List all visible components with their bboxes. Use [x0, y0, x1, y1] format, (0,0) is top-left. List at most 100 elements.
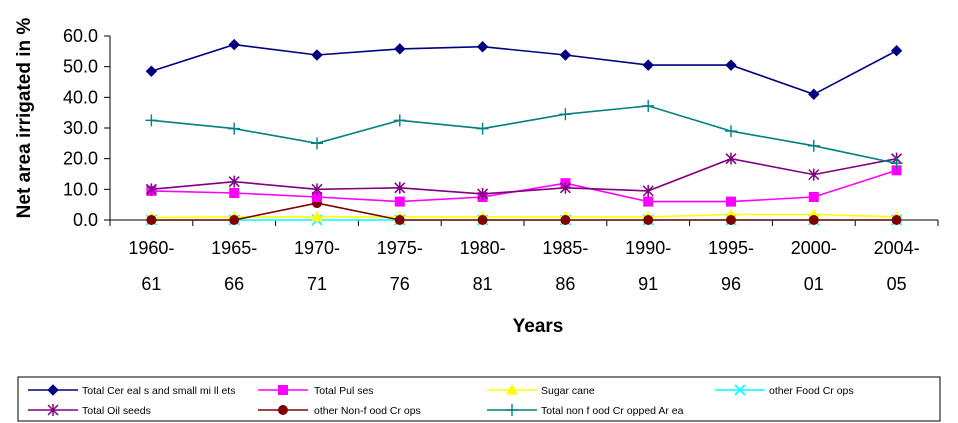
point-oil-seeds	[725, 152, 737, 165]
x-tick-label: 71	[307, 274, 327, 294]
point-sugarcane	[311, 210, 323, 222]
x-tick-label: 1990-	[625, 238, 671, 258]
point-cereals	[145, 65, 158, 77]
point-oil-seeds	[477, 187, 489, 200]
x-tick-label: 1960-	[128, 238, 174, 258]
legend-label-cereals: Total Cer eal s and small mi ll ets	[82, 385, 235, 397]
point-oil-seeds	[311, 183, 323, 196]
point-other-non-food-crops	[229, 215, 240, 225]
point-pulses	[726, 196, 736, 207]
point-non-food-cropped-area	[725, 125, 737, 138]
series-other-non-food-crops	[146, 198, 902, 225]
x-tick-label: 01	[804, 274, 824, 294]
line-other-non-food-crops	[151, 202, 897, 221]
point-non-food-cropped-area	[393, 114, 406, 127]
point-non-food-cropped-area	[311, 137, 323, 150]
point-cereals	[890, 45, 903, 57]
y-tick-label: 10.0	[63, 179, 98, 199]
legend-marker-oil-seeds	[47, 404, 59, 416]
x-tick-label: 81	[473, 274, 493, 294]
legend-label-other-food-crops: other Food Cr ops	[769, 385, 854, 397]
x-tick-label: 2004-	[874, 238, 920, 258]
legend-box	[17, 376, 941, 422]
x-tick-label: 66	[224, 274, 244, 294]
point-pulses	[394, 196, 405, 207]
point-other-non-food-crops	[146, 215, 157, 225]
point-cereals	[725, 59, 737, 71]
legend-marker-non-food-cropped-area	[506, 404, 518, 416]
x-tick-label: 96	[721, 274, 741, 294]
y-tick-label: 40.0	[63, 87, 98, 107]
line-oil-seeds	[151, 157, 897, 195]
y-tick-label: 0.0	[73, 210, 98, 230]
point-oil-seeds	[228, 175, 240, 188]
legend-label-oil-seeds: Total Oil seeds	[82, 405, 151, 417]
point-non-food-cropped-area	[807, 139, 820, 152]
series-oil-seeds	[145, 152, 903, 200]
y-tick-label: 60.0	[63, 26, 98, 46]
point-oil-seeds	[394, 181, 406, 194]
point-oil-seeds	[559, 181, 571, 194]
line-sugarcane	[151, 213, 897, 219]
point-cereals	[476, 41, 489, 53]
point-cereals	[559, 49, 572, 61]
x-tick-label: 91	[638, 274, 658, 294]
x-tick-label: 1965-	[211, 238, 257, 258]
point-other-non-food-crops	[891, 215, 902, 225]
legend-marker-other-food-crops	[734, 384, 746, 396]
point-non-food-cropped-area	[476, 122, 489, 135]
x-tick-label: 1975-	[377, 238, 423, 258]
point-cereals	[642, 59, 654, 71]
point-oil-seeds	[642, 184, 654, 197]
x-tick-label: 1985-	[542, 238, 588, 258]
point-other-non-food-crops	[643, 215, 654, 225]
series-group	[145, 38, 903, 226]
legend-marker-pulses	[278, 385, 288, 395]
point-other-non-food-crops	[394, 215, 405, 225]
point-non-food-cropped-area	[228, 122, 241, 135]
x-tick-label: 76	[390, 274, 410, 294]
point-non-food-cropped-area	[145, 114, 158, 127]
x-tick-label: 05	[887, 274, 907, 294]
point-other-non-food-crops	[726, 215, 736, 225]
y-tick-label: 50.0	[63, 57, 98, 77]
series-pulses	[146, 165, 902, 207]
point-pulses	[808, 192, 819, 202]
legend-items: Total Cer eal s and small mi ll ets Tota…	[28, 383, 854, 417]
y-axis-title: Net area irrigated in %	[14, 18, 35, 219]
point-oil-seeds	[808, 168, 820, 181]
legend-label-non-food-cropped-area: Total non f ood Cr opped Ar ea	[541, 405, 684, 417]
point-oil-seeds	[145, 183, 157, 196]
line-non-food-cropped-area	[151, 105, 897, 165]
legend-label-other-non-food-crops: other Non-f ood Cr ops	[314, 405, 421, 417]
series-cereals	[145, 38, 903, 100]
point-cereals	[311, 49, 323, 61]
line-cereals	[151, 43, 897, 96]
x-tick-label: 86	[555, 274, 575, 294]
x-tick-label: 61	[141, 274, 161, 294]
y-axis-ticks: 0.0 10.0 20.0 30.0 40.0 50.0 60.0	[63, 26, 110, 230]
legend-marker-sugarcane	[506, 383, 518, 395]
x-tick-label: 1980-	[460, 238, 506, 258]
x-tick-label: 2000-	[791, 238, 837, 258]
legend-label-sugarcane: Sugar cane	[541, 385, 595, 397]
y-tick-label: 20.0	[63, 149, 98, 169]
line-pulses	[151, 169, 897, 203]
legend-marker-other-non-food-crops	[278, 405, 288, 415]
x-axis-title: Years	[513, 316, 564, 337]
y-tick-label: 30.0	[63, 118, 98, 138]
x-tick-label: 1995-	[708, 238, 754, 258]
x-tick-label: 1970-	[294, 238, 340, 258]
point-other-non-food-crops	[808, 215, 819, 225]
point-pulses	[643, 196, 654, 207]
point-cereals	[808, 88, 820, 100]
legend: Total Cer eal s and small mi ll ets Tota…	[17, 376, 941, 422]
series-non-food-cropped-area	[145, 99, 903, 170]
point-cereals	[394, 43, 406, 55]
point-non-food-cropped-area	[890, 157, 903, 170]
legend-label-pulses: Total Pul ses	[314, 385, 374, 397]
x-axis-ticks: 1960- 61 1965- 66 1970- 71 1975- 76 1980- 81 1985-…	[109, 220, 939, 294]
point-other-non-food-crops	[560, 215, 571, 225]
point-non-food-cropped-area	[559, 108, 572, 121]
